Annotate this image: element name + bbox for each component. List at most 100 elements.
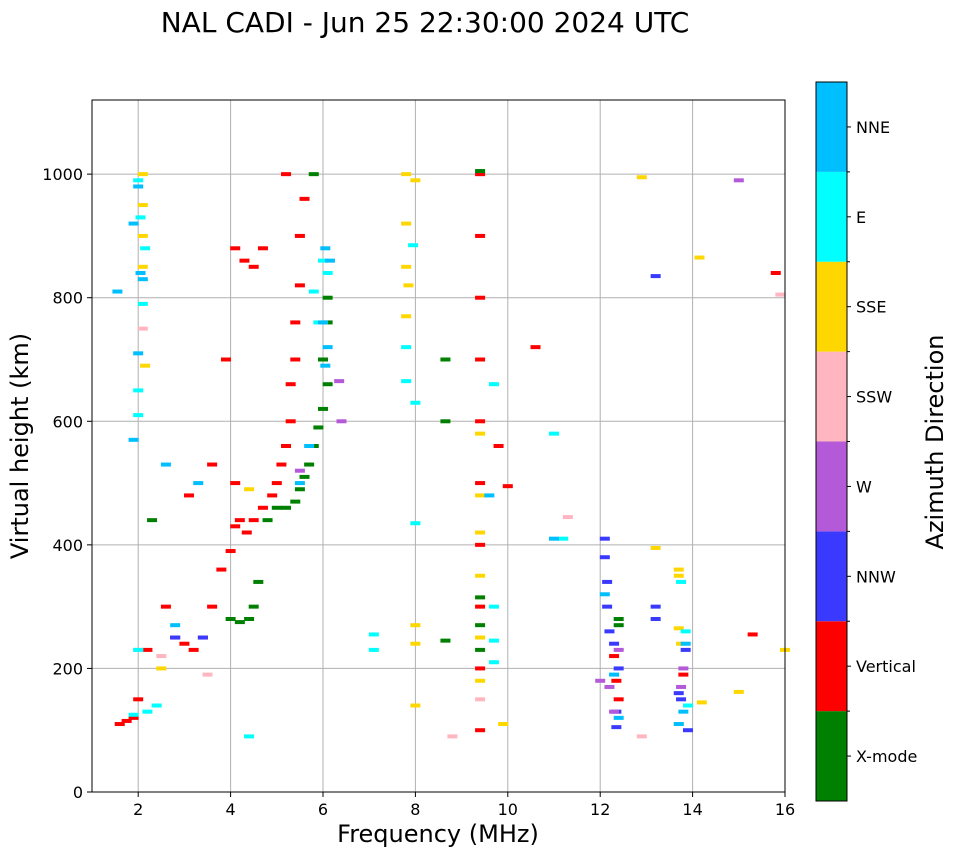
echo-mark-nnw bbox=[680, 647, 691, 652]
echo-mark-vertical bbox=[475, 419, 486, 424]
colorbar-swatch bbox=[816, 441, 847, 532]
echo-mark-nne bbox=[128, 221, 139, 226]
echo-mark-sse bbox=[694, 255, 705, 260]
echo-mark-vertical bbox=[234, 518, 245, 523]
echo-mark-w bbox=[595, 678, 606, 683]
echo-mark-x-mode bbox=[322, 382, 333, 387]
x-tick-label: 8 bbox=[410, 800, 420, 819]
echo-mark-w bbox=[613, 647, 624, 652]
echo-mark-e bbox=[401, 379, 412, 384]
echo-mark-nne bbox=[322, 345, 333, 350]
echo-mark-vertical bbox=[257, 505, 268, 510]
echo-mark-e bbox=[488, 382, 499, 387]
echo-mark-e bbox=[676, 579, 687, 584]
echo-mark-sse bbox=[475, 573, 486, 578]
colorbar-frame bbox=[815, 81, 848, 802]
echo-mark-sse bbox=[498, 722, 509, 727]
echo-mark-nne bbox=[599, 592, 610, 597]
colorbar-category-label: NNE bbox=[856, 118, 890, 137]
chart-title: NAL CADI - Jun 25 22:30:00 2024 UTC bbox=[161, 6, 690, 39]
echo-mark-nne bbox=[324, 258, 335, 263]
echo-mark-nne bbox=[549, 536, 559, 541]
echo-mark-nnw bbox=[609, 641, 620, 646]
echo-mark-vertical bbox=[281, 172, 292, 177]
echo-mark-e bbox=[488, 638, 499, 643]
echo-mark-x-mode bbox=[440, 638, 451, 643]
echo-mark-nnw bbox=[673, 691, 684, 696]
echo-mark-vertical bbox=[239, 258, 250, 263]
y-axis-label: Virtual height (km) bbox=[6, 333, 34, 559]
echo-mark-e bbox=[133, 388, 144, 393]
echo-mark-vertical bbox=[475, 233, 486, 238]
echo-mark-vertical bbox=[230, 246, 241, 251]
colorbar-label: Azimuth Direction bbox=[921, 335, 949, 550]
colorbar-category-label: W bbox=[856, 477, 872, 496]
echo-mark-sse bbox=[475, 678, 486, 683]
echo-mark-sse bbox=[410, 623, 421, 628]
echo-mark-x-mode bbox=[322, 295, 333, 300]
echo-mark-vertical bbox=[184, 493, 195, 498]
echo-mark-x-mode bbox=[313, 425, 324, 430]
colorbar-swatch bbox=[816, 351, 847, 442]
echo-mark-sse bbox=[401, 221, 412, 226]
echo-mark-nne bbox=[193, 481, 204, 486]
echo-mark-vertical bbox=[475, 172, 486, 177]
echo-mark-vertical bbox=[230, 524, 241, 529]
echo-mark-e bbox=[318, 258, 328, 263]
echo-mark-e bbox=[133, 178, 144, 183]
echo-mark-sse bbox=[696, 700, 707, 705]
y-tick-label: 200 bbox=[52, 659, 83, 678]
echo-mark-x-mode bbox=[244, 617, 255, 621]
echo-mark-w bbox=[604, 684, 615, 689]
echo-mark-nne bbox=[170, 623, 181, 628]
echo-mark-e bbox=[682, 703, 693, 708]
echo-mark-nnw bbox=[613, 666, 624, 671]
echo-mark-nne bbox=[304, 444, 315, 448]
echo-mark-x-mode bbox=[440, 357, 451, 362]
echo-mark-vertical bbox=[248, 264, 259, 269]
echo-mark-nne bbox=[135, 271, 146, 275]
echo-mark-sse bbox=[673, 567, 684, 572]
echo-mark-sse bbox=[673, 573, 684, 578]
echo-mark-x-mode bbox=[475, 595, 486, 600]
x-tick-label: 16 bbox=[775, 800, 795, 819]
echo-mark-x-mode bbox=[262, 518, 273, 523]
echo-mark-e bbox=[140, 246, 151, 251]
echo-mark-e bbox=[135, 215, 146, 220]
echo-mark-e bbox=[401, 345, 412, 350]
echo-mark-vertical bbox=[475, 542, 486, 547]
echo-mark-nne bbox=[133, 351, 144, 356]
echo-mark-nne bbox=[673, 722, 684, 727]
echo-mark-nne bbox=[320, 246, 331, 251]
echo-mark-e bbox=[308, 289, 319, 294]
colorbar-swatch bbox=[816, 621, 847, 712]
echo-mark-nnw bbox=[602, 579, 613, 584]
echo-mark-e bbox=[680, 629, 691, 634]
echo-mark-vertical bbox=[248, 518, 259, 523]
echo-mark-x-mode bbox=[253, 579, 264, 584]
x-tick-label: 4 bbox=[226, 800, 236, 819]
echo-mark-vertical bbox=[188, 647, 199, 652]
echo-mark-vertical bbox=[747, 632, 758, 637]
echo-mark-ssw bbox=[202, 672, 213, 677]
echo-mark-e bbox=[488, 660, 499, 665]
echo-mark-vertical bbox=[207, 462, 218, 467]
echo-mark-e bbox=[410, 521, 421, 526]
x-tick-label: 12 bbox=[590, 800, 610, 819]
echo-mark-ssw bbox=[156, 654, 167, 659]
echo-mark-x-mode bbox=[475, 623, 486, 628]
x-tick-label: 14 bbox=[682, 800, 702, 819]
echo-mark-vertical bbox=[285, 419, 296, 424]
echo-mark-ssw bbox=[447, 734, 458, 739]
echo-mark-sse bbox=[475, 530, 486, 535]
echo-mark-vertical bbox=[179, 641, 190, 646]
echo-mark-vertical bbox=[207, 604, 218, 609]
colorbar-category-label: NNW bbox=[856, 567, 896, 586]
echo-mark-w bbox=[678, 666, 689, 671]
echo-mark-e bbox=[244, 734, 255, 739]
echo-mark-e bbox=[128, 712, 139, 717]
echo-mark-e bbox=[410, 400, 421, 405]
y-tick-label: 600 bbox=[52, 412, 83, 431]
echo-mark-vertical bbox=[128, 715, 139, 720]
echo-mark-x-mode bbox=[294, 487, 305, 492]
